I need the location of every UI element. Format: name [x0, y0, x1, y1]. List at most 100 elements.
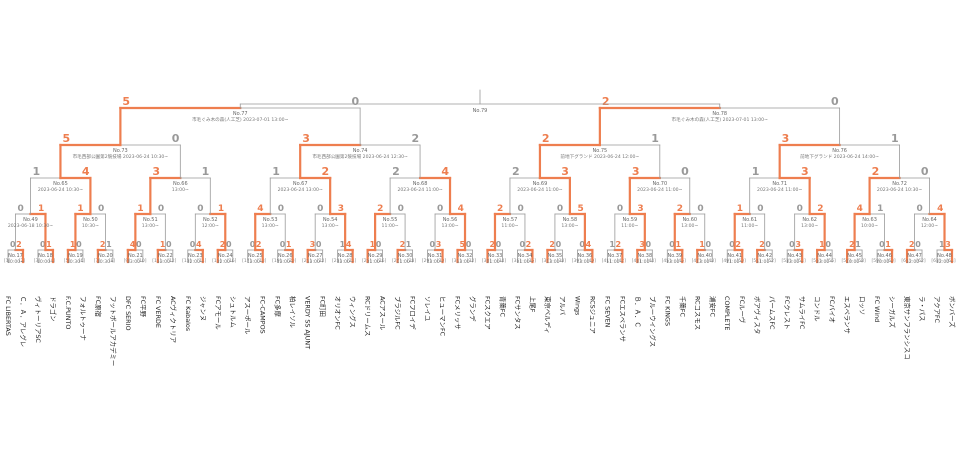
- match-number: No.46: [877, 253, 892, 259]
- match-info: 13:00~: [441, 223, 458, 229]
- score-left: 1: [737, 204, 743, 214]
- team-name: FC平野: [139, 296, 147, 318]
- team-name: RCコスモス: [693, 296, 701, 330]
- score-left: 2: [377, 204, 383, 214]
- score-right: 0: [705, 240, 711, 249]
- score-right: 3: [436, 240, 442, 249]
- score-right: 0: [166, 240, 172, 249]
- team-name: ヴィトーリアSC: [34, 296, 43, 343]
- score-right: 2: [256, 240, 262, 249]
- slot-number: [29]: [422, 258, 431, 264]
- team-name: FC VERDE: [154, 296, 162, 328]
- match-info: 13:00~: [172, 187, 189, 193]
- score-left: 2: [489, 240, 495, 249]
- score-right: 3: [637, 204, 643, 214]
- match-info: 12:00~: [936, 259, 953, 265]
- slot-number: [28]: [407, 258, 416, 264]
- match-number: No.48: [937, 253, 952, 259]
- score-left: 0: [729, 240, 735, 249]
- score-right: 0: [646, 240, 652, 249]
- score-left: 1: [370, 240, 376, 249]
- score-left: 0: [797, 204, 803, 214]
- score-right: 3: [561, 165, 569, 178]
- match-info: 13:00~: [142, 223, 159, 229]
- score-left: 0: [579, 240, 585, 249]
- team-name: エスペランサ: [843, 296, 851, 334]
- match-number: No.55: [383, 217, 398, 223]
- match-info: 13:00~: [127, 259, 144, 265]
- match-number: No.24: [218, 253, 233, 259]
- match-number: No.25: [248, 253, 263, 259]
- slot-number: [26]: [377, 258, 386, 264]
- score-left: 2: [549, 240, 555, 249]
- match-number: No.65: [53, 181, 68, 187]
- match-info: 13:00~: [696, 259, 713, 265]
- team-name: ドラゴン: [49, 296, 58, 322]
- match-info: 2023-06-24 10:30~: [877, 187, 922, 193]
- team-name: 上尾F: [528, 296, 537, 313]
- slot-number: [59]: [871, 258, 880, 264]
- match-number: No.40: [697, 253, 712, 259]
- slot-number: [34]: [497, 258, 506, 264]
- slot-number: [58]: [856, 258, 865, 264]
- score-right: 4: [196, 240, 202, 249]
- team-name: グランデ: [469, 296, 478, 322]
- team-name: Wings: [573, 296, 581, 316]
- match-number: No.73: [113, 148, 128, 154]
- score-right: 0: [98, 204, 104, 214]
- team-name: 柏レイソル: [289, 296, 298, 329]
- score-left: 1: [819, 240, 825, 249]
- team-name: ラ・パス: [918, 296, 926, 322]
- score-right: 0: [316, 240, 322, 249]
- score-left: 2: [497, 204, 503, 214]
- match-info: 10:00~: [846, 259, 863, 265]
- match-info: 13:00~: [277, 259, 294, 265]
- score-right: 0: [158, 204, 164, 214]
- slot-number: [48]: [707, 258, 716, 264]
- score-left: 2: [512, 165, 520, 178]
- team-name: ジャンヌ: [199, 296, 207, 321]
- team-name: ヒューマンFC: [439, 296, 447, 337]
- score-right: 4: [937, 204, 943, 214]
- match-number: No.21: [128, 253, 143, 259]
- match-info: 13:00~: [816, 259, 833, 265]
- score-left: 5: [62, 132, 70, 145]
- score-left: 0: [250, 240, 256, 249]
- match-number: No.70: [652, 181, 667, 187]
- score-right: 0: [226, 240, 232, 249]
- match-number: No.49: [23, 217, 38, 223]
- team-name: RCドリームス: [364, 296, 372, 336]
- team-name: Ｃ．Ａ．アレグレ: [19, 296, 28, 347]
- match-info: 10:00~: [7, 259, 24, 265]
- score-left: 2: [100, 240, 106, 249]
- team-name: FCルーヴ: [738, 296, 747, 324]
- score-right: 4: [82, 165, 90, 178]
- score-left: 2: [872, 165, 880, 178]
- score-right: 0: [466, 240, 472, 249]
- score-right: 0: [172, 132, 180, 145]
- team-name: アスーポール: [244, 296, 252, 335]
- match-number: No.54: [323, 217, 338, 223]
- match-number: No.30: [398, 253, 413, 259]
- final-match-number: No.79: [473, 108, 488, 114]
- match-info: 13:00~: [546, 259, 563, 265]
- match-number: No.61: [742, 217, 757, 223]
- score-left: 0: [557, 204, 563, 214]
- team-name: FC町田: [319, 296, 327, 317]
- team-name: RCSジュニア: [588, 296, 596, 334]
- score-left: 3: [639, 240, 645, 249]
- slot-number: [17]: [242, 258, 251, 264]
- match-number: No.59: [623, 217, 638, 223]
- team-name: ソレイユ: [424, 296, 432, 321]
- team-name: アルバ: [558, 296, 566, 316]
- match-number: No.33: [488, 253, 503, 259]
- score-left: 2: [759, 240, 765, 249]
- score-left: 1: [272, 165, 280, 178]
- score-left: 0: [430, 240, 436, 249]
- score-right: 0: [398, 204, 404, 214]
- score-left: 0: [40, 240, 46, 249]
- match-info: 2023-06-24 11:00~: [397, 187, 442, 193]
- match-info: 11:00~: [516, 259, 533, 265]
- score-left: 1: [32, 165, 40, 178]
- score-right: 1: [406, 240, 412, 249]
